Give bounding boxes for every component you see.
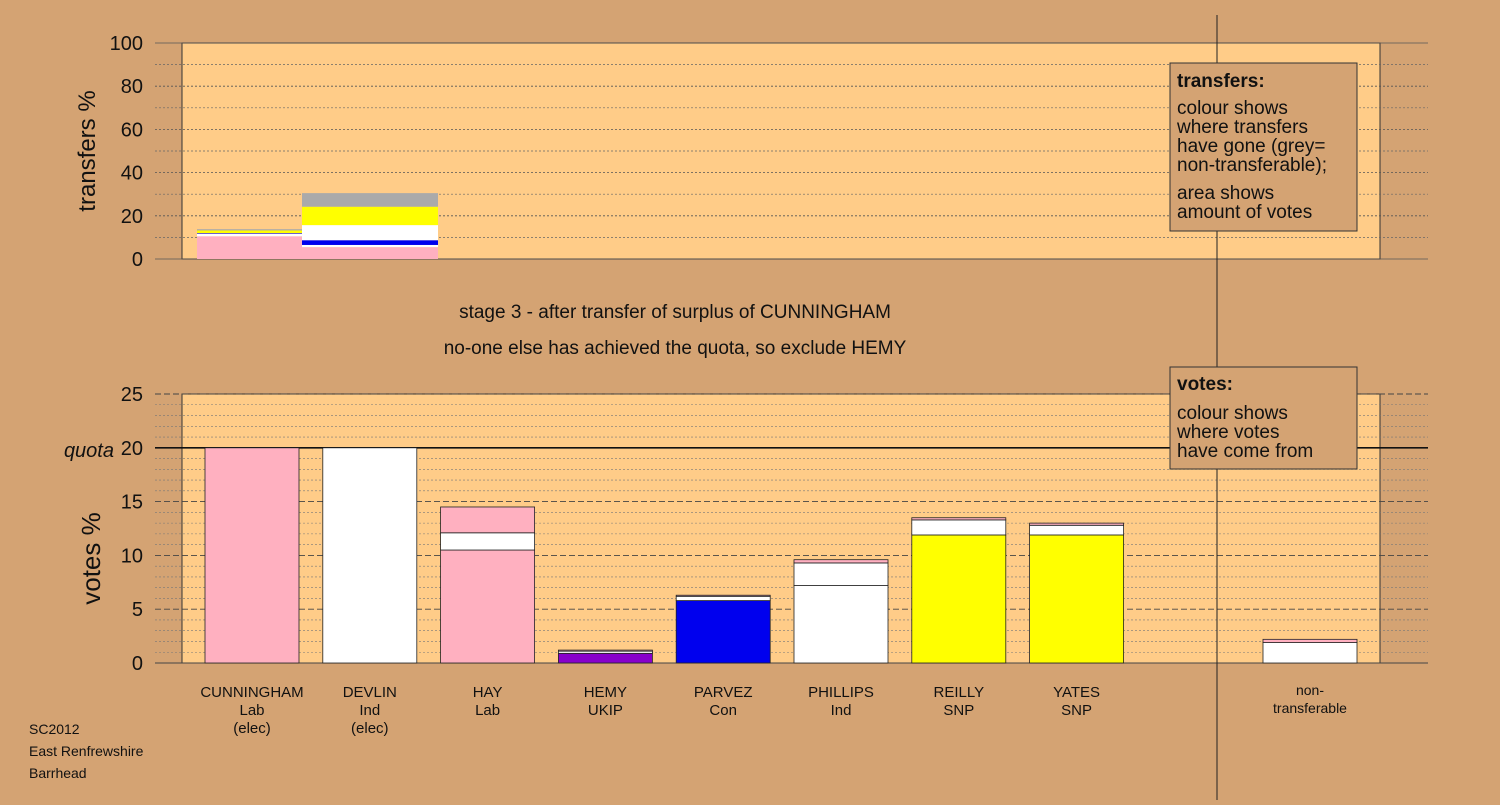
votes-y-tick-label: 15 bbox=[121, 492, 143, 514]
transfer-bar-segment bbox=[302, 206, 438, 226]
vote-bar-segment bbox=[675, 594, 771, 597]
votes-y-axis-label: votes % bbox=[76, 512, 106, 605]
candidate-name-label: PHILLIPS bbox=[808, 684, 874, 701]
vote-bar-segment bbox=[675, 600, 771, 664]
footer-code: SC2012 bbox=[29, 721, 80, 737]
candidate-status-label: (elec) bbox=[233, 720, 271, 737]
footer-ward: Barrhead bbox=[29, 765, 87, 781]
transfers-y-axis-label: transfers % bbox=[74, 90, 101, 211]
chart-text: stage 3 - after transfer of surplus of C… bbox=[29, 302, 907, 781]
footer-council: East Renfrewshire bbox=[29, 743, 144, 759]
transfer-bar-segment bbox=[197, 236, 308, 259]
votes-legend-text: votes: bbox=[1177, 374, 1233, 395]
votes-y-tick-label: 0 bbox=[132, 653, 143, 675]
nontransferable-label: transferable bbox=[1273, 700, 1347, 716]
candidate-party-label: Ind bbox=[831, 702, 852, 719]
stage-description: stage 3 - after transfer of surplus of C… bbox=[459, 302, 891, 323]
candidate-party-label: UKIP bbox=[588, 702, 623, 719]
votes-y-tick-label: 5 bbox=[132, 599, 143, 621]
vote-bar-segment bbox=[911, 534, 1007, 664]
vote-bar-segment bbox=[1029, 534, 1124, 664]
stage-action: no-one else has achieved the quota, so e… bbox=[444, 338, 907, 359]
candidate-name-label: REILLY bbox=[934, 684, 985, 701]
transfer-bar-segment bbox=[302, 225, 438, 241]
vote-bar-segment bbox=[911, 519, 1007, 536]
vote-bar-segment bbox=[440, 549, 536, 664]
candidate-name-label: DEVLIN bbox=[343, 684, 397, 701]
candidate-party-label: SNP bbox=[943, 702, 974, 719]
transfer-bar-segment bbox=[302, 247, 438, 259]
candidate-party-label: Lab bbox=[239, 702, 264, 719]
votes-legend-box bbox=[1169, 366, 1358, 470]
votes-legend-text: colour shows bbox=[1177, 403, 1288, 424]
vote-bar-segment bbox=[793, 559, 889, 564]
vote-bar-segment bbox=[911, 517, 1007, 521]
transfer-bar-segment bbox=[302, 240, 438, 245]
transfers-y-tick-label: 0 bbox=[132, 249, 143, 271]
votes-y-tick-label: 20 bbox=[121, 438, 143, 460]
transfer-bar-segment bbox=[302, 193, 438, 207]
transfers-legend-text: transfers: bbox=[1177, 71, 1265, 92]
votes-y-tick-label: 10 bbox=[121, 545, 143, 567]
vote-bar-segment bbox=[440, 506, 536, 534]
candidate-party-label: Lab bbox=[475, 702, 500, 719]
candidate-status-label: (elec) bbox=[351, 720, 389, 737]
vote-bar-segment bbox=[1029, 522, 1124, 526]
vote-bar-segment bbox=[558, 649, 653, 652]
transfers-legend-box bbox=[1169, 62, 1358, 232]
candidate-name-label: CUNNINGHAM bbox=[200, 684, 303, 701]
candidate-party-label: Ind bbox=[359, 702, 380, 719]
transfer-bar-segment bbox=[302, 244, 438, 248]
transfer-bar-segment bbox=[197, 233, 308, 237]
transfer-bar-segment bbox=[197, 230, 308, 234]
transfer-bar-segment bbox=[197, 229, 308, 231]
candidate-name-label: YATES bbox=[1053, 684, 1100, 701]
transfer-bar-segment bbox=[197, 233, 308, 234]
nontransferable-bar-segment bbox=[1262, 638, 1358, 643]
candidate-party-label: SNP bbox=[1061, 702, 1092, 719]
transfers-y-tick-label: 100 bbox=[110, 33, 143, 55]
quota-label: quota bbox=[64, 440, 114, 462]
nontransferable-bar-segment bbox=[1262, 642, 1358, 664]
vote-bar-segment bbox=[793, 562, 889, 586]
transfers-y-tick-label: 20 bbox=[121, 206, 143, 228]
transfers-legend-text: have gone (grey= bbox=[1177, 136, 1325, 157]
vote-bar-segment bbox=[440, 532, 536, 551]
vote-bar-segment bbox=[793, 585, 889, 664]
candidate-party-label: Con bbox=[709, 702, 737, 719]
transfers-y-tick-label: 40 bbox=[121, 163, 143, 185]
votes-y-tick-label: 25 bbox=[121, 384, 143, 406]
candidate-name-label: PARVEZ bbox=[694, 684, 753, 701]
vote-bar-segment bbox=[322, 447, 418, 664]
vote-bar-segment bbox=[558, 652, 653, 664]
votes-legend-text: where votes bbox=[1176, 422, 1279, 443]
vote-bar-segment bbox=[675, 595, 771, 601]
nontransferable-label: non- bbox=[1296, 682, 1324, 698]
vote-bar-segment bbox=[204, 447, 300, 664]
transfers-legend-text: non-transferable); bbox=[1177, 155, 1327, 176]
transfers-legend-text: area shows bbox=[1177, 183, 1274, 204]
transfers-y-tick-label: 60 bbox=[121, 119, 143, 141]
candidate-name-label: HAY bbox=[473, 684, 503, 701]
vote-bar-segment bbox=[1029, 524, 1124, 536]
transfers-y-tick-label: 80 bbox=[121, 76, 143, 98]
transfers-legend-text: colour shows bbox=[1177, 98, 1288, 119]
transfers-legend-text: where transfers bbox=[1176, 117, 1308, 138]
transfers-legend-text: amount of votes bbox=[1177, 202, 1312, 223]
votes-legend-text: have come from bbox=[1177, 441, 1313, 462]
candidate-name-label: HEMY bbox=[584, 684, 627, 701]
